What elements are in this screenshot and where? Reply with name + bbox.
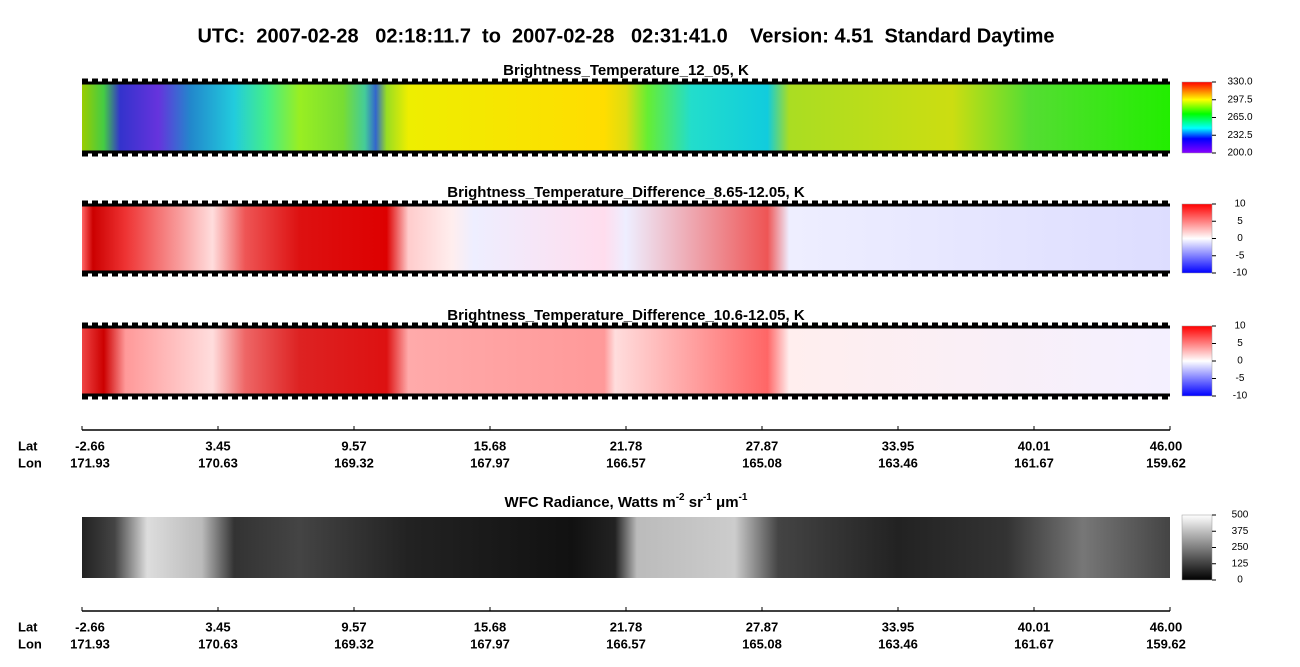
colorbar [1181, 81, 1213, 154]
colorbar-tick-label: 200.0 [1227, 148, 1252, 159]
lon-label: 161.67 [1014, 636, 1054, 651]
lon-label: 169.32 [334, 455, 374, 470]
colorbar-tick-label: 500 [1232, 510, 1249, 521]
lat-label: -2.66 [75, 619, 105, 634]
lat-label: 15.68 [474, 619, 507, 634]
colorbar [1181, 514, 1213, 581]
colorbar-tick-label: -5 [1236, 250, 1245, 261]
colorbar-tick-label: 125 [1232, 558, 1249, 569]
panel-title: Brightness_Temperature_Difference_10.6-1… [447, 307, 805, 324]
lat-label: 15.68 [474, 438, 507, 453]
lat-label: 40.01 [1018, 619, 1051, 634]
lon-label: 171.93 [70, 455, 110, 470]
panel-title: WFC Radiance, Watts m-2 sr-1 μm-1 [505, 492, 748, 511]
lon-label: 170.63 [198, 455, 238, 470]
lat-label: 33.95 [882, 619, 915, 634]
lon-label: 163.46 [878, 455, 918, 470]
lon-label: 161.67 [1014, 455, 1054, 470]
colorbar-tick-label: 0 [1237, 575, 1243, 586]
colorbar-tick-label: -5 [1236, 373, 1245, 384]
axis-label: Lon [18, 455, 42, 470]
lat-label: 46.00 [1150, 438, 1183, 453]
lon-label: 169.32 [334, 636, 374, 651]
panel-title: Brightness_Temperature_Difference_8.65-1… [447, 184, 805, 201]
lon-label: 167.97 [470, 455, 510, 470]
lat-label: -2.66 [75, 438, 105, 453]
lon-label: 171.93 [70, 636, 110, 651]
lon-label: 167.97 [470, 636, 510, 651]
colorbar-tick-label: -10 [1233, 268, 1248, 279]
axis-label: Lat [18, 438, 38, 453]
colorbar-tick-label: -10 [1233, 391, 1248, 402]
lon-label: 165.08 [742, 636, 782, 651]
lat-label: 46.00 [1150, 619, 1183, 634]
page-title: UTC: 2007-02-28 02:18:11.7 to 2007-02-28… [197, 25, 1054, 47]
colorbar-tick-label: 330.0 [1227, 77, 1252, 88]
colorbar-tick-label: 5 [1237, 338, 1243, 349]
lon-label: 159.62 [1146, 455, 1186, 470]
lat-label: 3.45 [205, 619, 230, 634]
lat-label: 27.87 [746, 438, 779, 453]
lon-label: 166.57 [606, 455, 646, 470]
lat-label: 40.01 [1018, 438, 1051, 453]
colorbar-tick-label: 250 [1232, 542, 1249, 553]
colorbar-tick-label: 0 [1237, 233, 1243, 244]
image-strip [82, 206, 1170, 271]
lon-label: 170.63 [198, 636, 238, 651]
image-strip [82, 328, 1170, 394]
axis-label: Lat [18, 619, 38, 634]
colorbar-tick-label: 265.0 [1227, 112, 1252, 123]
lat-label: 9.57 [341, 438, 366, 453]
colorbar-tick-label: 232.5 [1227, 130, 1252, 141]
lat-label: 21.78 [610, 438, 643, 453]
panel-title: Brightness_Temperature_12_05, K [503, 62, 749, 79]
colorbar-tick-label: 0 [1237, 356, 1243, 367]
lat-label: 33.95 [882, 438, 915, 453]
lon-label: 163.46 [878, 636, 918, 651]
axis-label: Lon [18, 636, 42, 651]
lat-label: 21.78 [610, 619, 643, 634]
colorbar-tick-label: 10 [1234, 321, 1246, 332]
colorbar-tick-label: 10 [1234, 199, 1246, 210]
lon-label: 165.08 [742, 455, 782, 470]
image-strip [82, 84, 1170, 151]
lon-label: 159.62 [1146, 636, 1186, 651]
lat-label: 3.45 [205, 438, 230, 453]
colorbar-tick-label: 5 [1237, 216, 1243, 227]
colorbar-tick-label: 375 [1232, 526, 1249, 537]
lat-label: 9.57 [341, 619, 366, 634]
colorbar [1181, 203, 1213, 274]
colorbar-tick-label: 297.5 [1227, 94, 1252, 105]
lon-label: 166.57 [606, 636, 646, 651]
image-strip [82, 517, 1170, 578]
lat-label: 27.87 [746, 619, 779, 634]
colorbar [1181, 325, 1213, 397]
